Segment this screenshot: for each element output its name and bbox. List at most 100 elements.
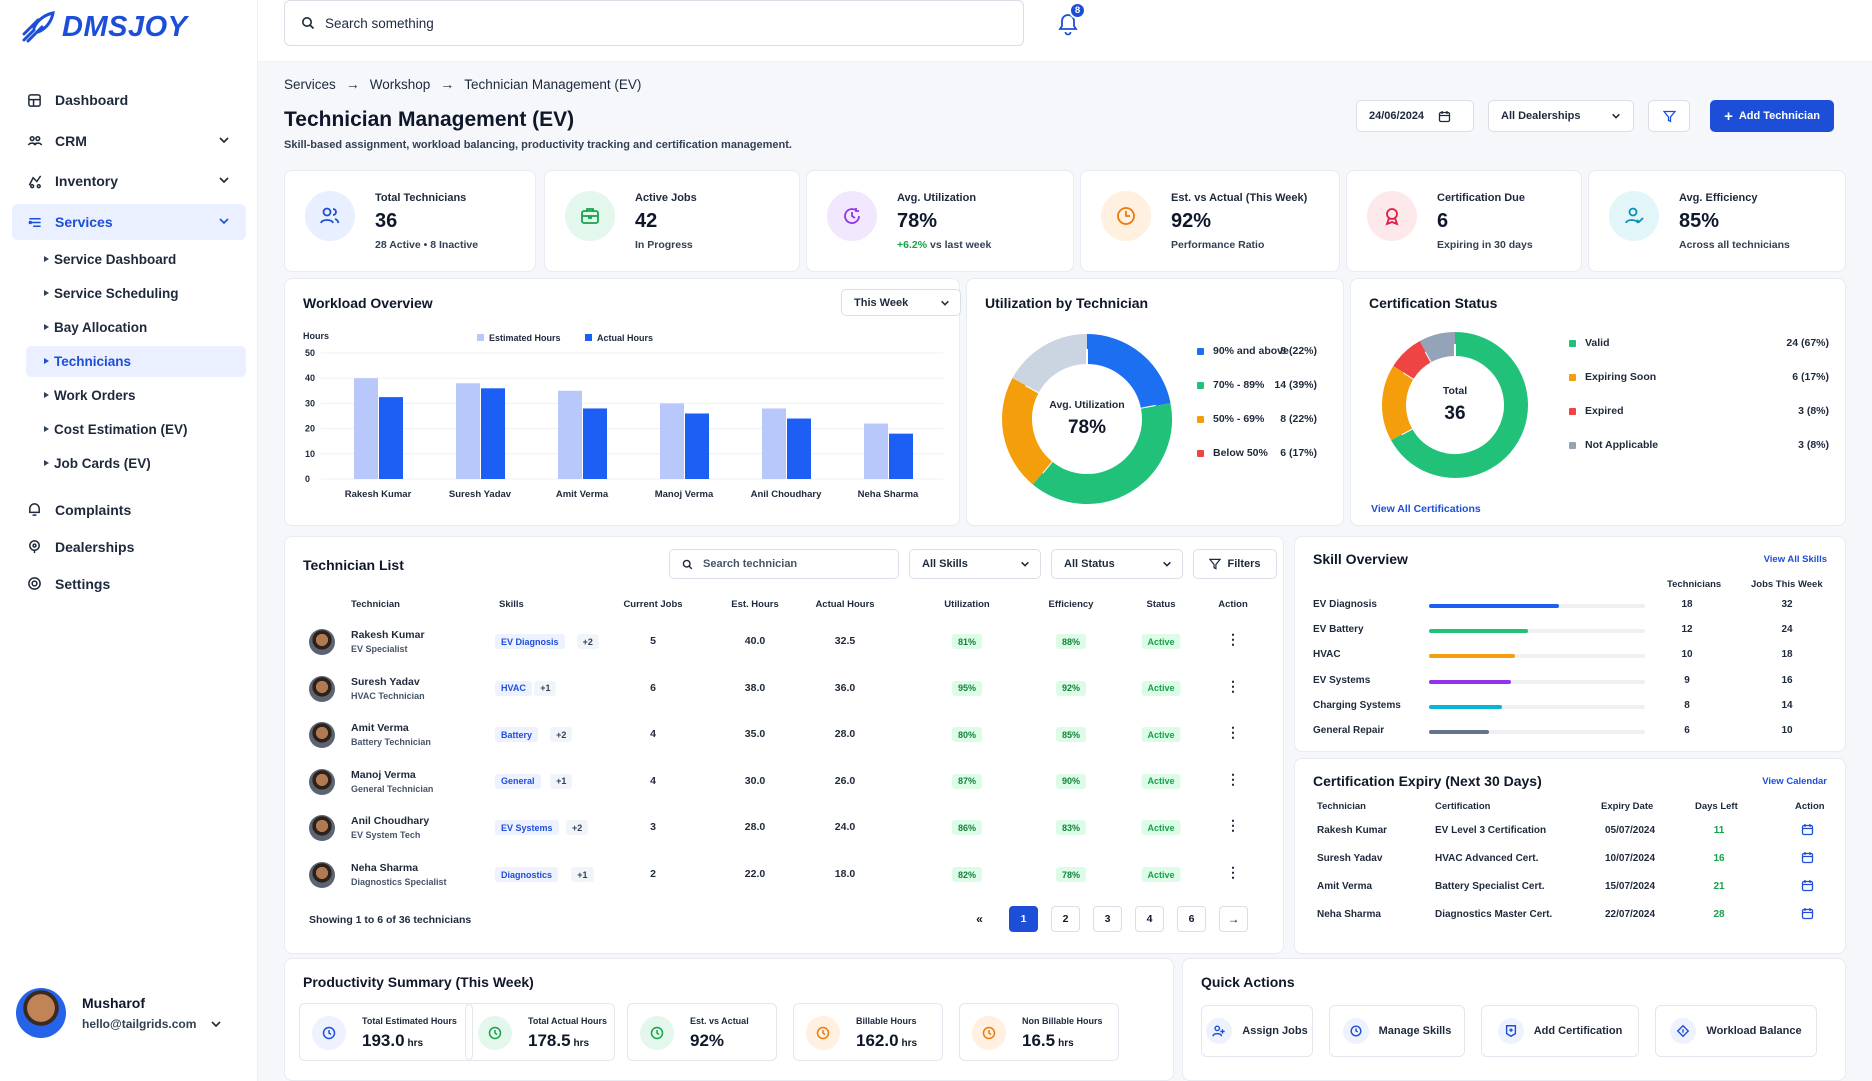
sub-work-orders[interactable]: Work Orders bbox=[26, 380, 246, 411]
more-actions-icon[interactable]: ⋮ bbox=[1226, 864, 1240, 880]
bar-estimated[interactable] bbox=[864, 423, 888, 479]
table-row[interactable]: Anil Choudhary EV System Tech EV Systems +2… bbox=[285, 805, 1285, 851]
pagination-page-1[interactable]: 1 bbox=[1009, 906, 1038, 932]
sub-job-cards[interactable]: Job Cards (EV) bbox=[26, 448, 246, 479]
assign-jobs-button[interactable]: Assign Jobs bbox=[1201, 1005, 1313, 1057]
filter-button[interactable] bbox=[1648, 100, 1690, 132]
table-row[interactable]: Suresh Yadav HVAC Advanced Cert. 10/07/202… bbox=[1295, 851, 1845, 875]
donut-segment[interactable] bbox=[1012, 334, 1088, 394]
donut-segment[interactable] bbox=[1086, 334, 1171, 410]
chevron-down-icon bbox=[1612, 113, 1620, 119]
pagination-page-3[interactable]: 3 bbox=[1093, 906, 1122, 932]
donut-segment[interactable] bbox=[1391, 332, 1528, 478]
efficiency-badge: 83% bbox=[1055, 820, 1087, 836]
technician-name[interactable]: Neha Sharma bbox=[351, 862, 419, 874]
bar-actual[interactable] bbox=[685, 413, 709, 479]
technician-name[interactable]: Rakesh Kumar bbox=[351, 629, 425, 641]
legend-row: 90% and above bbox=[1197, 345, 1289, 357]
nav-inventory[interactable]: Inventory bbox=[12, 163, 246, 199]
technician-name[interactable]: Amit Verma bbox=[351, 722, 409, 735]
filters-button[interactable]: Filters bbox=[1193, 549, 1277, 579]
table-row[interactable]: Rakesh Kumar EV Level 3 Certification 05/0… bbox=[1295, 823, 1845, 847]
view-calendar-link[interactable]: View Calendar bbox=[1762, 776, 1827, 787]
chevron-down-icon[interactable] bbox=[210, 1018, 222, 1030]
table-row[interactable]: Neha Sharma Diagnostics Master Cert. 22/07… bbox=[1295, 907, 1845, 931]
calendar-icon[interactable] bbox=[1801, 879, 1814, 895]
nav-services[interactable]: Services bbox=[12, 203, 246, 240]
period-select[interactable]: This Week bbox=[841, 289, 961, 316]
sub-service-scheduling[interactable]: Service Scheduling bbox=[26, 278, 246, 309]
more-skills-badge[interactable]: +1 bbox=[534, 680, 557, 696]
technician-name[interactable]: Manoj Verma bbox=[351, 768, 416, 781]
pagination-first[interactable]: « bbox=[965, 906, 994, 932]
sub-service-dashboard[interactable]: Service Dashboard bbox=[26, 244, 246, 275]
breadcrumb-item[interactable]: Workshop bbox=[369, 76, 431, 92]
more-actions-icon[interactable]: ⋮ bbox=[1226, 631, 1240, 647]
bar-estimated[interactable] bbox=[558, 390, 582, 479]
pagination-page-4[interactable]: 4 bbox=[1135, 906, 1164, 932]
nav-dealerships[interactable]: Dealerships bbox=[12, 530, 246, 563]
more-skills-badge[interactable]: +1 bbox=[550, 773, 573, 789]
brand-logo[interactable]: DMSJOY bbox=[20, 10, 187, 44]
donut-segment[interactable] bbox=[1002, 378, 1053, 485]
date-picker[interactable]: 24/06/2024 bbox=[1356, 100, 1474, 132]
sub-cost-estimation[interactable]: Cost Estimation (EV) bbox=[26, 414, 246, 445]
bar-estimated[interactable] bbox=[354, 378, 378, 479]
technician-search-input[interactable]: Search technician bbox=[669, 549, 899, 579]
more-skills-badge[interactable]: +2 bbox=[576, 634, 599, 649]
view-all-certifications-link[interactable]: View All Certifications bbox=[1371, 503, 1481, 515]
view-all-skills-link[interactable]: View All Skills bbox=[1763, 554, 1827, 565]
calendar-icon[interactable] bbox=[1801, 851, 1814, 867]
notification-button[interactable]: 8 bbox=[1046, 2, 1090, 44]
nav-settings[interactable]: Settings bbox=[12, 567, 246, 600]
table-row[interactable]: Amit Verma Battery Technician Battery +2 4 35… bbox=[285, 712, 1285, 758]
manage-skills-button[interactable]: Manage Skills bbox=[1329, 1005, 1465, 1057]
status-filter[interactable]: All Status bbox=[1051, 549, 1183, 579]
technician-name[interactable]: Anil Choudhary bbox=[351, 815, 430, 828]
table-row[interactable]: Manoj Verma General Technician General +1 4 3… bbox=[285, 759, 1285, 805]
legend-label: Actual Hours bbox=[597, 333, 653, 343]
nav-complaints[interactable]: Complaints bbox=[12, 493, 246, 526]
bar-estimated[interactable] bbox=[660, 403, 684, 479]
add-certification-button[interactable]: Add Certification bbox=[1481, 1005, 1639, 1057]
more-skills-badge[interactable]: +2 bbox=[550, 727, 573, 743]
more-actions-icon[interactable]: ⋮ bbox=[1226, 817, 1240, 834]
sub-technicians[interactable]: Technicians bbox=[26, 346, 246, 377]
table-row[interactable]: Neha Sharma Diagnostics Specialist Diagnos… bbox=[285, 852, 1285, 898]
pagination-next[interactable]: → bbox=[1219, 906, 1248, 932]
bar-estimated[interactable] bbox=[456, 383, 480, 479]
calendar-icon[interactable] bbox=[1801, 907, 1814, 923]
bar-actual[interactable] bbox=[379, 397, 403, 479]
more-actions-icon[interactable]: ⋮ bbox=[1226, 724, 1240, 741]
sub-bay-allocation[interactable]: Bay Allocation bbox=[26, 312, 246, 343]
donut-segment[interactable] bbox=[1032, 403, 1172, 504]
donut-segment[interactable] bbox=[1382, 365, 1414, 441]
technician-name[interactable]: Suresh Yadav bbox=[351, 675, 420, 688]
donut-segment[interactable] bbox=[1419, 332, 1456, 363]
bar-actual[interactable] bbox=[787, 418, 811, 479]
more-actions-icon[interactable]: ⋮ bbox=[1226, 677, 1240, 694]
table-row[interactable]: Amit Verma Battery Specialist Cert. 15/07/… bbox=[1295, 879, 1845, 903]
pagination-page-6[interactable]: 6 bbox=[1177, 906, 1206, 932]
bar-actual[interactable] bbox=[889, 433, 913, 479]
bar-actual[interactable] bbox=[583, 408, 607, 479]
nav-crm[interactable]: CRM bbox=[12, 123, 246, 159]
bar-estimated[interactable] bbox=[762, 408, 786, 479]
more-skills-badge[interactable]: +1 bbox=[571, 867, 594, 882]
search-input[interactable]: Search something bbox=[284, 0, 1024, 46]
skills-filter[interactable]: All Skills bbox=[909, 549, 1041, 579]
breadcrumb-item[interactable]: Services bbox=[284, 76, 336, 92]
more-actions-icon[interactable]: ⋮ bbox=[1226, 770, 1240, 787]
calendar-icon[interactable] bbox=[1801, 823, 1814, 839]
donut-segment[interactable] bbox=[1393, 341, 1432, 380]
pagination-page-2[interactable]: 2 bbox=[1051, 906, 1080, 932]
table-row[interactable]: Rakesh Kumar EV Specialist EV Diagnosis +2 5… bbox=[285, 619, 1285, 665]
dealership-select[interactable]: All Dealerships bbox=[1488, 100, 1634, 132]
add-technician-button[interactable]: + Add Technician bbox=[1710, 100, 1834, 132]
nav-dashboard[interactable]: Dashboard bbox=[12, 82, 246, 118]
bar-actual[interactable] bbox=[481, 388, 505, 479]
table-row[interactable]: Suresh Yadav HVAC Technician HVAC +1 6 38.0 36… bbox=[285, 666, 1285, 712]
user-profile[interactable]: Musharof hello@tailgrids.com bbox=[16, 988, 246, 1038]
workload-balance-button[interactable]: Workload Balance bbox=[1655, 1005, 1817, 1057]
more-skills-badge[interactable]: +2 bbox=[566, 820, 589, 836]
